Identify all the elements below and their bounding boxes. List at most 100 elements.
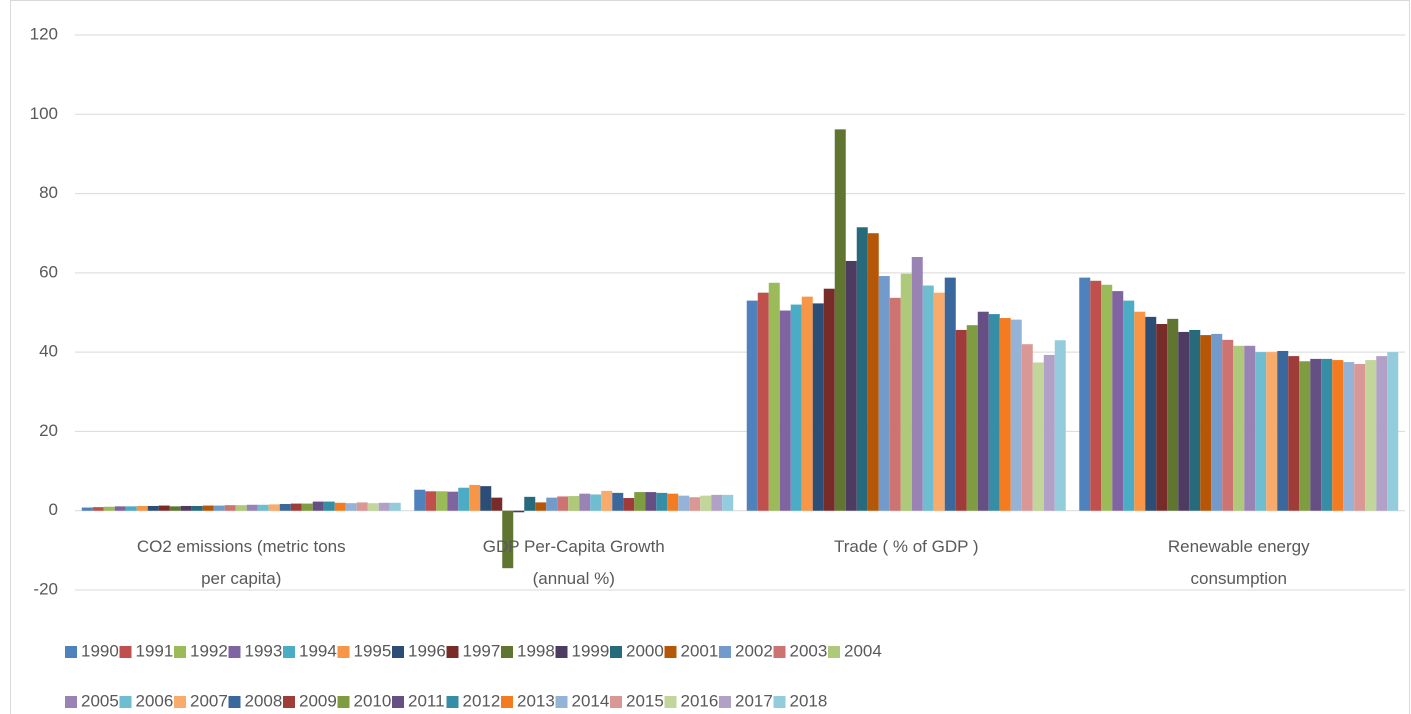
bar (1145, 316, 1157, 511)
y-tick-label: 60 (39, 262, 58, 281)
bar (623, 498, 635, 511)
bar (1299, 361, 1311, 511)
bar (779, 310, 791, 511)
legend-swatch (119, 696, 132, 708)
bar (1156, 323, 1168, 511)
legend-label: 1998 (517, 641, 555, 660)
bar (1244, 345, 1256, 511)
bar (1134, 311, 1146, 511)
legend-swatch (392, 646, 404, 658)
y-tick-label: 0 (49, 500, 58, 519)
x-tick-label-line: Renewable energy (1168, 537, 1310, 556)
bar (1112, 291, 1124, 511)
bar (436, 491, 448, 511)
bar (878, 276, 890, 511)
bar (513, 510, 525, 513)
bar (1123, 300, 1135, 511)
legend-swatch (664, 646, 677, 658)
legend-swatch (283, 696, 295, 708)
bar (757, 292, 769, 511)
bar (812, 303, 824, 511)
bar (746, 300, 758, 511)
bar (645, 492, 657, 511)
x-tick-label-line: per capita) (201, 569, 281, 588)
legend-swatch (392, 696, 404, 708)
bar (301, 503, 313, 511)
bar (257, 504, 269, 511)
bar (722, 494, 734, 511)
bar (524, 496, 536, 511)
legend-swatch (119, 646, 132, 658)
legend-swatch (773, 696, 786, 708)
bar (1321, 358, 1333, 511)
bar (656, 492, 668, 511)
bar (1167, 318, 1179, 511)
legend-label: 2007 (190, 691, 228, 710)
legend-swatch (719, 696, 731, 708)
legend-swatch (337, 696, 350, 708)
bar (158, 505, 170, 511)
legend-swatch (174, 696, 186, 708)
bar (1310, 358, 1322, 511)
legend-label: 1992 (190, 641, 228, 660)
bar (458, 487, 470, 511)
legend-swatch (555, 646, 568, 658)
bar (834, 129, 846, 511)
bar (81, 507, 93, 511)
bar (1222, 339, 1234, 511)
bar (856, 227, 868, 511)
legend-label: 2003 (790, 641, 828, 660)
bar (1277, 350, 1289, 511)
bar (136, 505, 148, 511)
legend-swatch (228, 696, 241, 708)
legend-label: 2002 (735, 641, 773, 660)
bar (568, 496, 580, 511)
legend-swatch (501, 696, 513, 708)
legend-swatch (555, 696, 568, 708)
bar (1032, 362, 1044, 511)
y-tick-label: 20 (39, 421, 58, 440)
legend-label: 2001 (681, 641, 719, 660)
legend-swatch (446, 646, 459, 658)
bar (922, 285, 934, 511)
legend-label: 2015 (626, 691, 664, 710)
bar (944, 277, 956, 511)
bar (546, 497, 558, 511)
bar (323, 501, 335, 511)
x-tick-label: GDP Per-Capita Growth (annual %) (483, 537, 665, 588)
bar (700, 495, 712, 511)
bar (768, 282, 780, 511)
bar (900, 273, 912, 511)
bar (590, 494, 602, 511)
y-tick-label: 120 (30, 24, 58, 43)
bar (367, 503, 379, 511)
bar (378, 502, 390, 511)
bar (1343, 362, 1355, 511)
bar (988, 314, 1000, 511)
bar (480, 486, 492, 511)
legend-label: 1994 (299, 641, 337, 660)
bar (1233, 345, 1245, 511)
bar (1101, 284, 1113, 511)
legend-label: 2018 (790, 691, 828, 710)
legend-label: 2013 (517, 691, 555, 710)
bar (911, 257, 923, 511)
y-tick-label: 40 (39, 342, 58, 361)
x-tick-label-line: GDP Per-Capita Growth (483, 537, 665, 556)
bar (414, 489, 426, 511)
bar (1288, 356, 1300, 511)
legend-swatch (337, 646, 350, 658)
bar (169, 506, 181, 511)
legend-label: 1993 (245, 641, 283, 660)
legend-swatch (828, 646, 840, 658)
bar (1200, 335, 1212, 511)
bar (1266, 352, 1278, 511)
legend-label: 1990 (81, 641, 119, 660)
legend-swatch (610, 646, 622, 658)
bar (535, 502, 547, 511)
legend-label: 2010 (354, 691, 392, 710)
bar (966, 325, 978, 511)
bar (268, 504, 280, 511)
